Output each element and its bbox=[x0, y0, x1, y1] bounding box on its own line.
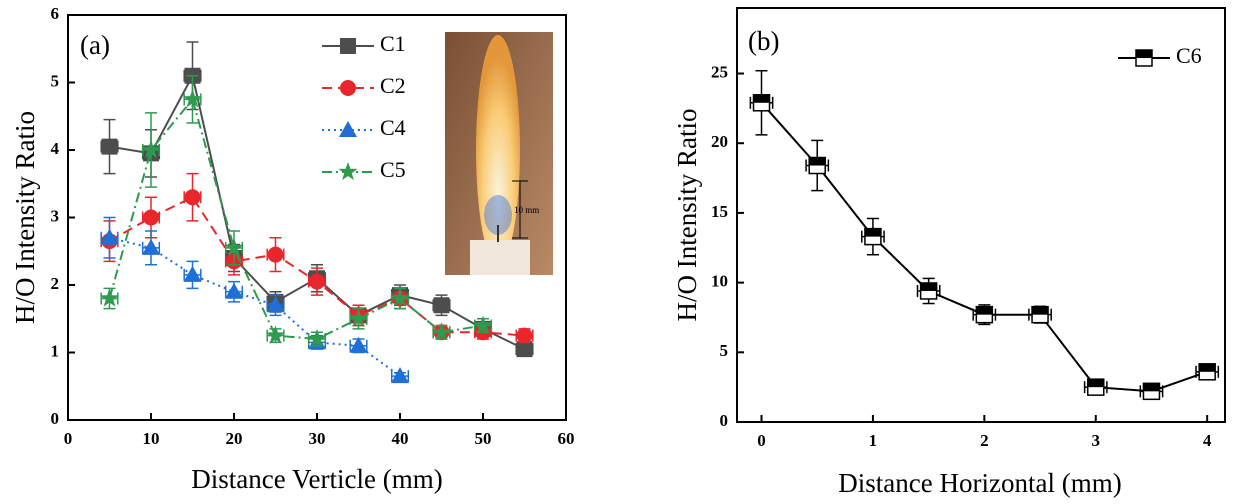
y-tick-label: 0 bbox=[720, 411, 729, 430]
legend-marker bbox=[339, 121, 357, 137]
inset-text: 10 mm bbox=[514, 205, 539, 215]
legend-marker bbox=[340, 38, 356, 54]
y-tick-label: 2 bbox=[51, 274, 60, 293]
marker bbox=[309, 273, 325, 290]
x-tick-label: 40 bbox=[392, 429, 409, 448]
series-line bbox=[760, 102, 1208, 393]
marker bbox=[307, 329, 327, 348]
x-tick-label: 0 bbox=[64, 429, 73, 448]
x-tick-label: 2 bbox=[980, 431, 989, 450]
marker bbox=[100, 228, 119, 245]
y-tick-label: 20 bbox=[711, 132, 728, 151]
marker bbox=[808, 156, 826, 175]
series-line bbox=[109, 236, 401, 377]
marker bbox=[101, 138, 118, 155]
y-tick-label: 6 bbox=[51, 4, 60, 23]
marker bbox=[516, 341, 533, 358]
panel-label: (a) bbox=[80, 30, 110, 60]
marker-half bbox=[1087, 379, 1104, 388]
marker-half bbox=[1032, 306, 1049, 315]
marker bbox=[142, 238, 160, 255]
marker bbox=[224, 237, 244, 256]
marker bbox=[433, 297, 450, 314]
y-tick-label: 3 bbox=[51, 206, 60, 225]
marker bbox=[183, 89, 202, 108]
legend-label: C2 bbox=[380, 73, 406, 98]
marker bbox=[1142, 382, 1161, 401]
marker bbox=[391, 367, 409, 384]
marker bbox=[516, 327, 533, 344]
y-axis-label: H/O Intensity Ratio bbox=[10, 111, 40, 324]
series bbox=[100, 75, 493, 348]
marker bbox=[473, 315, 493, 334]
y-tick-label: 5 bbox=[720, 341, 729, 360]
x-tick-label: 20 bbox=[226, 429, 243, 448]
panel-label: (b) bbox=[748, 26, 779, 56]
y-tick-label: 10 bbox=[711, 272, 728, 291]
marker-half bbox=[1143, 383, 1160, 392]
series bbox=[100, 216, 410, 384]
x-tick-label: 4 bbox=[1203, 431, 1212, 450]
x-axis-label: Distance Horizontal (mm) bbox=[838, 468, 1121, 498]
marker bbox=[864, 227, 882, 246]
marker bbox=[752, 94, 771, 112]
marker bbox=[267, 246, 284, 263]
marker-half bbox=[1136, 50, 1152, 58]
legend-marker bbox=[340, 80, 356, 96]
y-tick-label: 5 bbox=[51, 71, 60, 90]
y-tick-label: 15 bbox=[711, 202, 728, 221]
legend-label: C4 bbox=[380, 115, 406, 140]
x-tick-label: 0 bbox=[757, 431, 766, 450]
marker bbox=[183, 265, 202, 282]
x-tick-label: 10 bbox=[143, 429, 160, 448]
x-tick-label: 30 bbox=[309, 429, 326, 448]
legend-label: C6 bbox=[1176, 43, 1202, 68]
y-axis-label: H/O Intensity Ratio bbox=[672, 109, 702, 322]
marker bbox=[1031, 305, 1049, 324]
marker bbox=[349, 336, 368, 353]
marker-half bbox=[809, 157, 826, 166]
series bbox=[749, 69, 1220, 401]
marker bbox=[919, 282, 938, 300]
marker bbox=[1198, 363, 1216, 381]
x-tick-label: 1 bbox=[869, 431, 878, 450]
legend-marker bbox=[338, 162, 358, 181]
marker bbox=[349, 308, 368, 327]
marker-half bbox=[864, 228, 881, 237]
marker bbox=[143, 209, 159, 226]
marker-half bbox=[976, 306, 993, 315]
marker bbox=[1087, 378, 1105, 396]
legend-label: C1 bbox=[380, 31, 406, 56]
marker bbox=[390, 288, 410, 307]
inset-photo: 10 mm bbox=[445, 32, 553, 275]
y-tick-label: 4 bbox=[51, 139, 60, 158]
marker bbox=[100, 288, 119, 307]
marker-half bbox=[920, 282, 937, 291]
marker bbox=[266, 296, 285, 313]
x-tick-label: 60 bbox=[558, 429, 575, 448]
series-line bbox=[108, 97, 484, 341]
plot-frame bbox=[736, 7, 1226, 423]
x-axis-label: Distance Verticle (mm) bbox=[191, 464, 442, 494]
y-tick-label: 1 bbox=[51, 341, 60, 360]
legend-marker bbox=[1135, 49, 1153, 67]
marker bbox=[141, 140, 161, 159]
marker bbox=[975, 305, 994, 324]
x-tick-label: 3 bbox=[1092, 431, 1101, 450]
marker-half bbox=[753, 94, 770, 103]
y-tick-label: 0 bbox=[51, 409, 60, 428]
marker bbox=[266, 325, 285, 344]
marker bbox=[432, 322, 451, 341]
legend-label: C5 bbox=[380, 157, 406, 182]
x-tick-label: 50 bbox=[475, 429, 492, 448]
y-tick-label: 25 bbox=[711, 62, 728, 81]
marker bbox=[184, 189, 201, 206]
marker-half bbox=[1199, 363, 1216, 372]
marker bbox=[225, 282, 243, 299]
